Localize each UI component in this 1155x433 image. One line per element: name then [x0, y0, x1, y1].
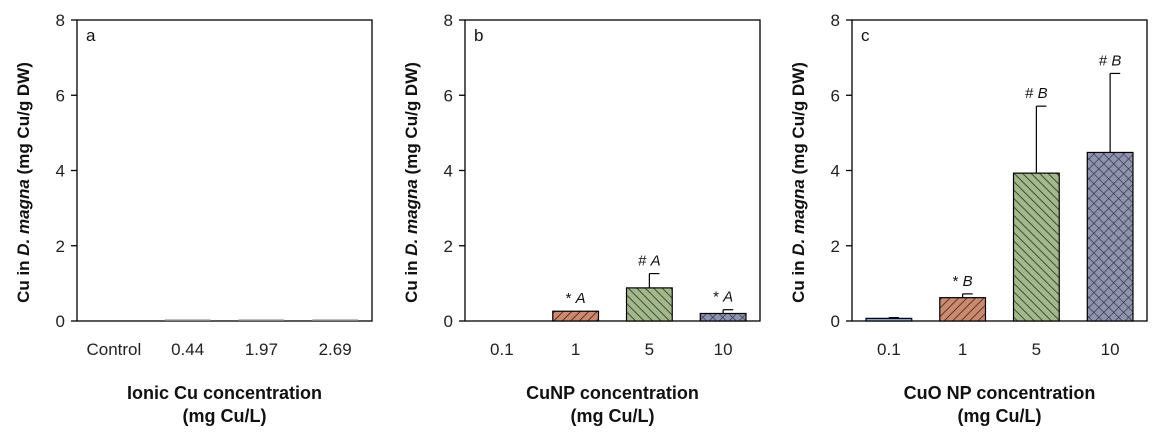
panel-label: c [861, 26, 870, 45]
y-tick-label: 6 [56, 86, 65, 105]
bar-a-2 [238, 319, 285, 321]
bar-c-2 [1012, 172, 1060, 322]
x-tick-label: 10 [1101, 340, 1120, 359]
panel-label: a [86, 26, 96, 45]
y-tick-label: 2 [831, 237, 840, 256]
y-tick-label: 6 [444, 86, 453, 105]
panel-label: b [474, 26, 483, 45]
bar-a-1 [164, 319, 211, 321]
significance-label: * B [953, 273, 973, 290]
y-tick-label: 8 [831, 11, 840, 30]
bar-b-2 [625, 287, 673, 322]
x-tick-label: 0.1 [877, 340, 901, 359]
x-tick-label: 5 [645, 340, 654, 359]
plot-frame [76, 19, 373, 322]
y-axis-label: Cu in D. magna (mg Cu/g DW) [789, 62, 808, 303]
y-tick-label: 4 [56, 162, 65, 181]
chart-panel-c: 0 2 4 6 8 c 0.1 * B 1 # B 5 # B 10 CuO NP concentrati… [789, 11, 1148, 426]
bar-c-1 [939, 297, 987, 322]
x-axis-label: (mg Cu/L) [958, 406, 1042, 426]
bar-a-3 [312, 319, 358, 321]
y-axis-label: Cu in D. magna (mg Cu/g DW) [14, 62, 33, 303]
x-tick-label: 0.44 [171, 340, 204, 359]
significance-label: * A [566, 290, 586, 307]
plot-frame [464, 19, 761, 322]
x-tick-label: 10 [714, 340, 733, 359]
significance-label: # B [1025, 85, 1048, 102]
x-tick-label: 0.1 [490, 340, 514, 359]
x-axis-label: CuNP concentration [526, 383, 699, 403]
y-tick-label: 2 [444, 237, 453, 256]
y-tick-label: 2 [56, 237, 65, 256]
significance-label: * A [713, 289, 733, 306]
x-tick-label: Control [86, 340, 141, 359]
y-tick-label: 8 [56, 11, 65, 30]
x-tick-label: 1 [958, 340, 967, 359]
y-tick-label: 8 [444, 11, 453, 30]
bar-c-3 [1086, 151, 1134, 322]
x-axis-label: CuO NP concentration [904, 383, 1096, 403]
chart-panel-b: 0 2 4 6 8 b 0.1 * A 1 # A 5 * A 10 CuNP concentration… [402, 11, 761, 426]
y-tick-label: 6 [831, 86, 840, 105]
chart-panel-a: 0 2 4 6 8 a Control 0.44 1.97 2.69 Ionic Cu concen… [14, 11, 373, 426]
x-axis-label: Ionic Cu concentration [127, 383, 322, 403]
y-axis-label: Cu in D. magna (mg Cu/g DW) [402, 62, 421, 303]
x-axis-label: (mg Cu/L) [183, 406, 267, 426]
x-tick-label: 2.69 [319, 340, 352, 359]
y-tick-label: 0 [831, 312, 840, 331]
x-axis-label: (mg Cu/L) [571, 406, 655, 426]
x-tick-label: 1.97 [245, 340, 278, 359]
significance-label: # B [1099, 52, 1122, 69]
y-tick-label: 0 [56, 312, 65, 331]
y-tick-label: 4 [831, 162, 840, 181]
x-tick-label: 1 [571, 340, 580, 359]
x-tick-label: 5 [1032, 340, 1041, 359]
y-tick-label: 4 [444, 162, 453, 181]
significance-label: # A [638, 253, 661, 270]
bar-b-3 [699, 312, 747, 322]
bar-b-1 [552, 310, 600, 322]
bar-c-0 [865, 317, 913, 322]
y-tick-label: 0 [444, 312, 453, 331]
